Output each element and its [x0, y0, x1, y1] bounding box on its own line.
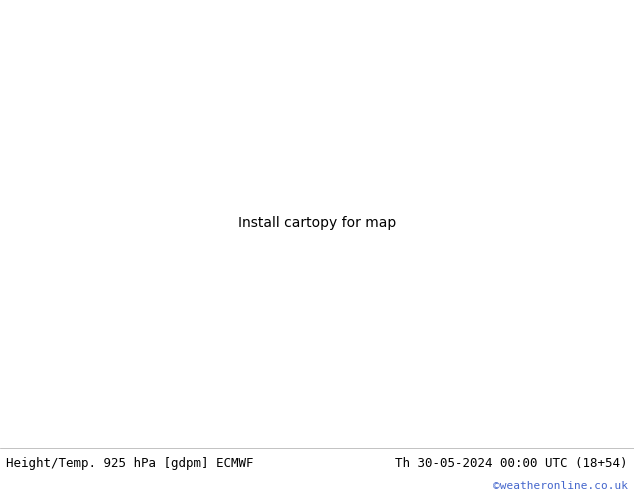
Text: ©weatheronline.co.uk: ©weatheronline.co.uk	[493, 481, 628, 490]
Text: Install cartopy for map: Install cartopy for map	[238, 216, 396, 230]
Text: Height/Temp. 925 hPa [gdpm] ECMWF: Height/Temp. 925 hPa [gdpm] ECMWF	[6, 457, 254, 470]
Text: Th 30-05-2024 00:00 UTC (18+54): Th 30-05-2024 00:00 UTC (18+54)	[395, 457, 628, 470]
